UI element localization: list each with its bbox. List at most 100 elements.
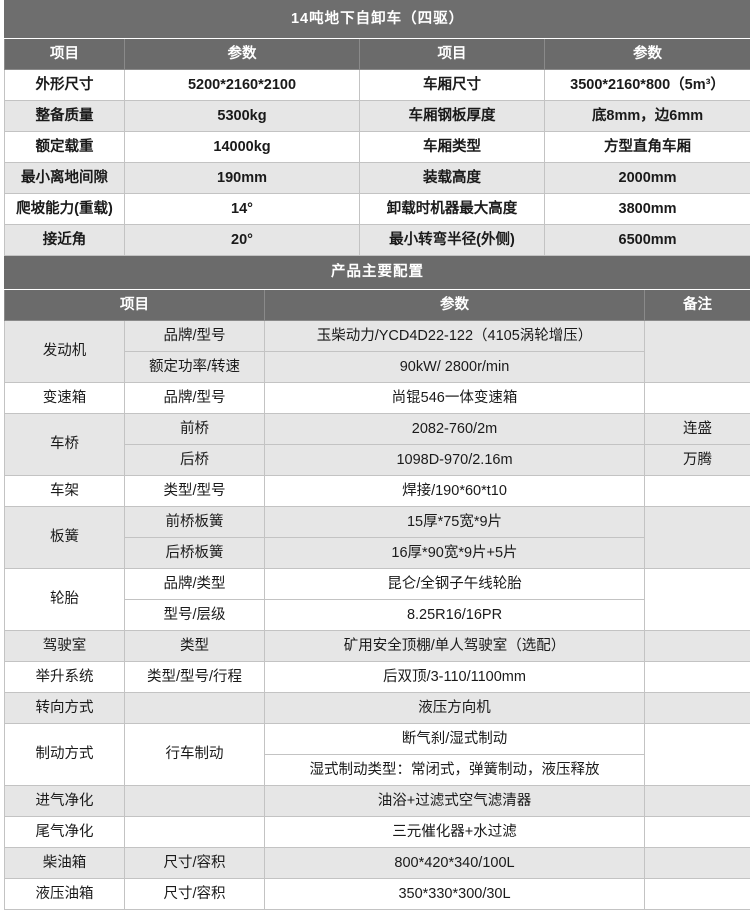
section-band-row: 产品主要配置 xyxy=(5,256,750,290)
spec-label: 装载高度 xyxy=(360,163,545,194)
config-value: 矿用安全顶棚/单人驾驶室（选配） xyxy=(265,631,645,662)
spec-label: 整备质量 xyxy=(5,101,125,132)
spec-value: 190mm xyxy=(125,163,360,194)
config-sub-label: 额定功率/转速 xyxy=(125,352,265,383)
config-header-param: 参数 xyxy=(265,290,645,321)
title-row: 14吨地下自卸车（四驱） xyxy=(5,1,750,39)
table-row: 举升系统 类型/型号/行程 后双顶/3-110/1100mm xyxy=(5,662,750,693)
spec-label: 车厢尺寸 xyxy=(360,70,545,101)
table-row: 驾驶室 类型 矿用安全顶棚/单人驾驶室（选配） xyxy=(5,631,750,662)
top-header-item-right: 项目 xyxy=(360,39,545,70)
page-title: 14吨地下自卸车（四驱） xyxy=(5,1,750,39)
config-sub-label: 型号/层级 xyxy=(125,600,265,631)
config-note xyxy=(645,786,750,817)
config-value: 昆仑/全钢子午线轮胎 xyxy=(265,569,645,600)
table-row: 制动方式 行车制动 断气刹/湿式制动 xyxy=(5,724,750,755)
config-sub-label: 后桥 xyxy=(125,445,265,476)
config-value: 15厚*75宽*9片 xyxy=(265,507,645,538)
config-sub-label: 类型/型号/行程 xyxy=(125,662,265,693)
config-sub-label: 尺寸/容积 xyxy=(125,848,265,879)
config-value: 液压方向机 xyxy=(265,693,645,724)
top-header-item-left: 项目 xyxy=(5,39,125,70)
config-name: 转向方式 xyxy=(5,693,125,724)
config-value: 800*420*340/100L xyxy=(265,848,645,879)
table-row: 外形尺寸 5200*2160*2100 车厢尺寸 3500*2160*800（5… xyxy=(5,70,750,101)
table-row: 轮胎 品牌/类型 昆仑/全钢子午线轮胎 xyxy=(5,569,750,600)
spec-value: 6500mm xyxy=(545,225,750,256)
config-value: 1098D-970/2.16m xyxy=(265,445,645,476)
config-sub-label: 类型/型号 xyxy=(125,476,265,507)
spec-value: 5200*2160*2100 xyxy=(125,70,360,101)
config-value: 玉柴动力/YCD4D22-122（4105涡轮增压） xyxy=(265,321,645,352)
spec-label: 车厢类型 xyxy=(360,132,545,163)
config-value: 2082-760/2m xyxy=(265,414,645,445)
table-row: 进气净化 油浴+过滤式空气滤清器 xyxy=(5,786,750,817)
config-sub-label: 后桥板簧 xyxy=(125,538,265,569)
spec-label: 车厢钢板厚度 xyxy=(360,101,545,132)
spec-value: 3800mm xyxy=(545,194,750,225)
config-sub-label: 品牌/型号 xyxy=(125,383,265,414)
table-row: 爬坡能力(重载) 14° 卸载时机器最大高度 3800mm xyxy=(5,194,750,225)
spec-label: 最小离地间隙 xyxy=(5,163,125,194)
table-row: 尾气净化 三元催化器+水过滤 xyxy=(5,817,750,848)
table-row: 发动机 品牌/型号 玉柴动力/YCD4D22-122（4105涡轮增压） xyxy=(5,321,750,352)
spec-value: 3500*2160*800（5m³） xyxy=(545,70,750,101)
spec-label: 卸载时机器最大高度 xyxy=(360,194,545,225)
config-name: 尾气净化 xyxy=(5,817,125,848)
spec-label: 接近角 xyxy=(5,225,125,256)
spec-value: 14000kg xyxy=(125,132,360,163)
config-note xyxy=(645,817,750,848)
spec-label: 最小转弯半径(外侧) xyxy=(360,225,545,256)
config-name: 液压油箱 xyxy=(5,879,125,910)
config-note xyxy=(645,662,750,693)
spec-table-body: 14吨地下自卸车（四驱） 项目 参数 项目 参数 外形尺寸 5200*2160*… xyxy=(5,1,750,910)
config-name: 板簧 xyxy=(5,507,125,569)
table-row: 车桥 前桥 2082-760/2m 连盛 xyxy=(5,414,750,445)
section-title: 产品主要配置 xyxy=(5,256,750,290)
config-name: 车架 xyxy=(5,476,125,507)
config-value: 16厚*90宽*9片+5片 xyxy=(265,538,645,569)
config-value: 断气刹/湿式制动 xyxy=(265,724,645,755)
table-row: 板簧 前桥板簧 15厚*75宽*9片 xyxy=(5,507,750,538)
config-value: 90kW/ 2800r/min xyxy=(265,352,645,383)
config-sub-label: 尺寸/容积 xyxy=(125,879,265,910)
spec-value: 20° xyxy=(125,225,360,256)
config-sub-label: 品牌/型号 xyxy=(125,321,265,352)
config-header-note: 备注 xyxy=(645,290,750,321)
config-sub-label: 类型 xyxy=(125,631,265,662)
config-sub-label: 前桥板簧 xyxy=(125,507,265,538)
config-value: 湿式制动类型：常闭式，弹簧制动，液压释放 xyxy=(265,755,645,786)
config-note: 连盛 xyxy=(645,414,750,445)
config-header-row: 项目 参数 备注 xyxy=(5,290,750,321)
table-row: 车架 类型/型号 焊接/190*60*t10 xyxy=(5,476,750,507)
table-row: 转向方式 液压方向机 xyxy=(5,693,750,724)
config-value: 350*330*300/30L xyxy=(265,879,645,910)
config-name: 制动方式 xyxy=(5,724,125,786)
config-note xyxy=(645,383,750,414)
table-row: 最小离地间隙 190mm 装载高度 2000mm xyxy=(5,163,750,194)
config-note xyxy=(645,321,750,383)
config-sub-label xyxy=(125,693,265,724)
config-value: 8.25R16/16PR xyxy=(265,600,645,631)
config-note xyxy=(645,693,750,724)
table-row: 接近角 20° 最小转弯半径(外侧) 6500mm xyxy=(5,225,750,256)
config-value: 后双顶/3-110/1100mm xyxy=(265,662,645,693)
config-name: 车桥 xyxy=(5,414,125,476)
config-name: 举升系统 xyxy=(5,662,125,693)
config-sub-label: 前桥 xyxy=(125,414,265,445)
config-name: 柴油箱 xyxy=(5,848,125,879)
config-name: 驾驶室 xyxy=(5,631,125,662)
table-row: 额定载重 14000kg 车厢类型 方型直角车厢 xyxy=(5,132,750,163)
config-note xyxy=(645,724,750,786)
config-note xyxy=(645,631,750,662)
table-row: 变速箱 品牌/型号 尚锟546一体变速箱 xyxy=(5,383,750,414)
config-sub-label: 品牌/类型 xyxy=(125,569,265,600)
config-name: 发动机 xyxy=(5,321,125,383)
config-value: 三元催化器+水过滤 xyxy=(265,817,645,848)
spec-table: 14吨地下自卸车（四驱） 项目 参数 项目 参数 外形尺寸 5200*2160*… xyxy=(4,0,750,910)
config-sub-label xyxy=(125,817,265,848)
spec-value: 2000mm xyxy=(545,163,750,194)
spec-label: 爬坡能力(重载) xyxy=(5,194,125,225)
config-note xyxy=(645,507,750,569)
